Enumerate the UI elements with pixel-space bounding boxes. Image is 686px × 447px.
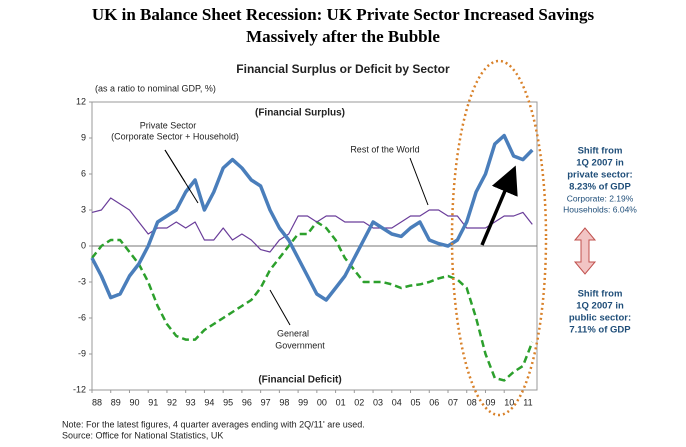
annotation: Rest of the World [350,144,419,154]
x-tick-label: 94 [204,397,214,407]
y-tick-label: -3 [78,276,86,286]
x-tick-label: 96 [242,397,252,407]
y-tick-label: -12 [73,384,86,394]
y-axis-label: (as a ratio to nominal GDP, %) [95,83,216,93]
y-tick-label: 0 [81,240,86,250]
x-tick-label: 90 [129,397,139,407]
chart-subtitle: Financial Surplus or Deficit by Sector [236,62,450,76]
pointer [409,157,429,206]
annotations: (Financial Surplus) (Financial Deficit) Pr… [62,108,637,441]
lines [90,133,534,382]
x-tick-label: 93 [186,397,196,407]
annotation: Government [275,340,325,350]
pointer [269,289,291,326]
x-tick-label: 98 [279,397,289,407]
annotation: (Financial Surplus) [255,108,345,119]
y-tick-label: 12 [76,96,86,106]
x-tick-label: 11 [523,397,532,407]
x-tick-label: 07 [448,397,458,407]
annotation: 1Q 2007 in [576,158,624,169]
annotation: 8.23% of GDP [569,182,631,193]
x-tick-label: 99 [298,397,308,407]
annotation: Shift from [578,289,623,300]
highlight-ellipse [450,59,548,417]
x-tick-label: 00 [317,397,327,407]
x-tick-label: 05 [411,397,421,407]
annotation: General [277,328,309,338]
titles: UK in Balance Sheet Recession: UK Privat… [92,5,595,93]
series-line [90,133,534,302]
y-tick-label: 3 [81,204,86,214]
x-tick-label: 91 [148,397,158,407]
x-tick-label: 89 [111,397,121,407]
annotation: private sector: [567,170,632,181]
y-tick-label: -9 [78,348,86,358]
annotation: 7.11% of GDP [569,325,631,336]
x-tick-label: 92 [167,397,177,407]
annotation: Private Sector [140,120,197,130]
note: Source: Office for National Statistics, … [62,430,223,440]
y-tick-label: 6 [81,168,86,178]
x-tick-label: 03 [373,397,383,407]
x-tick-label: 88 [92,397,102,407]
pointer [164,149,199,204]
annotation: Shift from [578,146,623,157]
x-tick-label: 08 [467,397,477,407]
x-tick-label: 04 [392,397,402,407]
annotation: Households: 6.04% [563,204,637,214]
annotation: Corporate: 2.19% [567,193,634,203]
x-tick-label: 97 [261,397,271,407]
double-arrow [573,227,597,275]
note: Note: For the latest figures, 4 quarter … [62,419,365,429]
x-tick-label: 06 [429,397,439,407]
annotation: 1Q 2007 in [576,301,624,312]
y-tick-label: -6 [78,312,86,322]
x-tick-label: 95 [223,397,233,407]
series-line [91,220,534,382]
x-tick-label: 09 [485,397,495,407]
chart-title: Massively after the Bubble [246,27,440,46]
chart-title: UK in Balance Sheet Recession: UK Privat… [92,5,595,24]
x-tick-label: 10 [504,397,514,407]
series-line [91,197,533,253]
annotation: (Financial Deficit) [258,375,341,386]
annotation: public sector: [569,313,631,324]
x-tick-label: 01 [336,397,346,407]
y-tick-label: 9 [81,132,86,142]
annotation: (Corporate Sector + Household) [111,131,239,141]
x-tick-label: 02 [354,397,364,407]
shift-arrow [480,165,518,246]
